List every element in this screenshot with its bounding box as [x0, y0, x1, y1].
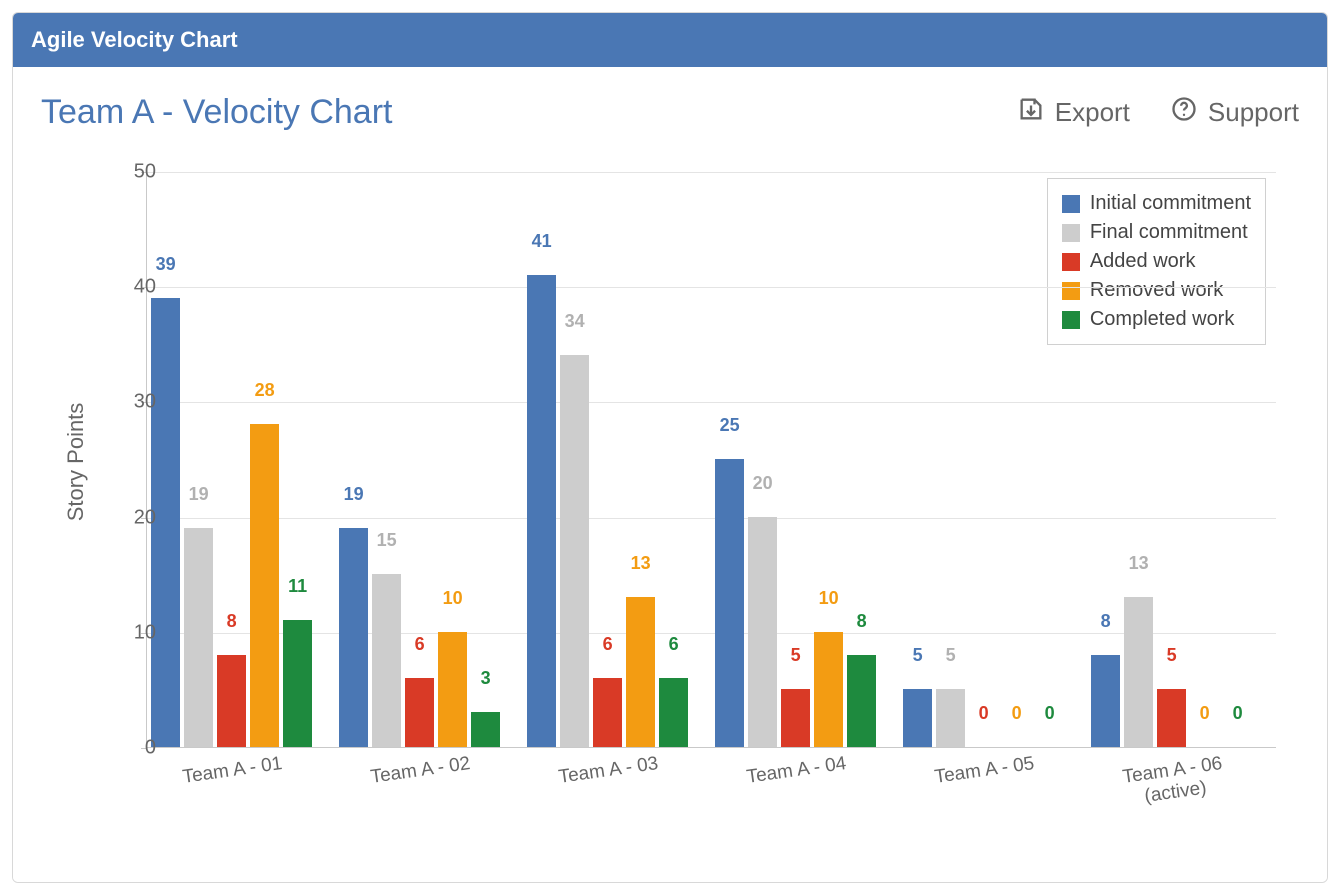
bar-value-label: 5: [931, 645, 971, 666]
bar: [527, 275, 556, 747]
bar: [626, 597, 655, 747]
bar: [659, 678, 688, 747]
legend-item: Initial commitment: [1062, 189, 1251, 218]
plot-area: Initial commitment Final commitment Added …: [146, 172, 1276, 748]
chart-area: Story Points Initial commitment Final com…: [41, 152, 1291, 852]
legend-label: Removed work: [1090, 279, 1223, 302]
bar: [471, 712, 500, 747]
bar-value-label: 6: [654, 634, 694, 655]
bar-value-label: 25: [710, 415, 750, 436]
bar-value-label: 8: [842, 611, 882, 632]
support-label: Support: [1208, 97, 1299, 128]
bar-value-label: 13: [621, 553, 661, 574]
bar-value-label: 34: [555, 311, 595, 332]
bar: [1091, 655, 1120, 747]
support-button[interactable]: Support: [1170, 95, 1299, 130]
export-button[interactable]: Export: [1017, 95, 1130, 130]
grid-line: [147, 518, 1276, 519]
title-row: Team A - Velocity Chart Export: [41, 93, 1299, 132]
bar-value-label: 0: [1030, 703, 1070, 724]
bar: [1124, 597, 1153, 747]
bar: [339, 528, 368, 747]
legend-item: Removed work: [1062, 276, 1251, 305]
card-header: Agile Velocity Chart: [13, 13, 1327, 67]
bar-value-label: 39: [146, 254, 186, 275]
x-axis-label: Team A - 03: [527, 749, 689, 793]
legend-swatch: [1062, 253, 1080, 271]
bar-value-label: 0: [1218, 703, 1258, 724]
bar: [405, 678, 434, 747]
bar: [715, 459, 744, 747]
ytick-label: 20: [106, 506, 156, 529]
bar: [847, 655, 876, 747]
bar: [781, 689, 810, 747]
x-axis-label: Team A - 01: [151, 749, 313, 793]
bar-value-label: 6: [400, 634, 440, 655]
y-axis-label: Story Points: [63, 403, 89, 522]
bar-value-label: 11: [278, 576, 318, 597]
bar-value-label: 5: [776, 645, 816, 666]
x-axis-label: Team A - 05: [903, 749, 1065, 793]
bar: [184, 528, 213, 747]
x-axis-label: Team A - 02: [339, 749, 501, 793]
help-icon: [1170, 95, 1198, 130]
legend-label: Initial commitment: [1090, 192, 1251, 215]
grid-line: [147, 287, 1276, 288]
bar: [593, 678, 622, 747]
bar-value-label: 13: [1119, 553, 1159, 574]
legend: Initial commitment Final commitment Added …: [1047, 178, 1266, 345]
ytick-label: 0: [106, 737, 156, 760]
grid-line: [147, 172, 1276, 173]
ytick-label: 10: [106, 621, 156, 644]
bar: [560, 355, 589, 747]
chart-title: Team A - Velocity Chart: [41, 93, 393, 132]
bar-value-label: 10: [809, 588, 849, 609]
legend-swatch: [1062, 282, 1080, 300]
bar: [217, 655, 246, 747]
bar: [250, 424, 279, 747]
bar: [1157, 689, 1186, 747]
grid-line: [147, 402, 1276, 403]
bar: [372, 574, 401, 747]
bar: [936, 689, 965, 747]
legend-swatch: [1062, 311, 1080, 329]
bar-value-label: 28: [245, 380, 285, 401]
export-label: Export: [1055, 97, 1130, 128]
legend-swatch: [1062, 224, 1080, 242]
export-icon: [1017, 95, 1045, 130]
actions: Export Support: [1017, 95, 1299, 130]
bar-value-label: 10: [433, 588, 473, 609]
bar-value-label: 8: [1086, 611, 1126, 632]
ytick-label: 50: [106, 161, 156, 184]
bar-value-label: 41: [522, 231, 562, 252]
bar: [903, 689, 932, 747]
chart-card: Agile Velocity Chart Team A - Velocity C…: [12, 12, 1328, 883]
bar: [814, 632, 843, 747]
legend-label: Completed work: [1090, 308, 1235, 331]
bar: [748, 517, 777, 747]
ytick-label: 40: [106, 276, 156, 299]
bar-value-label: 6: [588, 634, 628, 655]
ytick-label: 30: [106, 391, 156, 414]
card-body: Team A - Velocity Chart Export: [13, 67, 1327, 882]
bar: [438, 632, 467, 747]
x-axis-label: Team A - 04: [715, 749, 877, 793]
legend-item: Completed work: [1062, 305, 1251, 334]
bar-value-label: 15: [367, 530, 407, 551]
bar-value-label: 8: [212, 611, 252, 632]
bar-value-label: 19: [179, 484, 219, 505]
bar: [283, 620, 312, 747]
bar-value-label: 3: [466, 668, 506, 689]
x-axis-label: Team A - 06 (active): [1091, 749, 1256, 815]
grid-line: [147, 633, 1276, 634]
legend-label: Added work: [1090, 250, 1196, 273]
legend-item: Added work: [1062, 247, 1251, 276]
legend-item: Final commitment: [1062, 218, 1251, 247]
legend-label: Final commitment: [1090, 221, 1248, 244]
bar-value-label: 19: [334, 484, 374, 505]
bar-value-label: 5: [1152, 645, 1192, 666]
bar-value-label: 20: [743, 473, 783, 494]
legend-swatch: [1062, 195, 1080, 213]
